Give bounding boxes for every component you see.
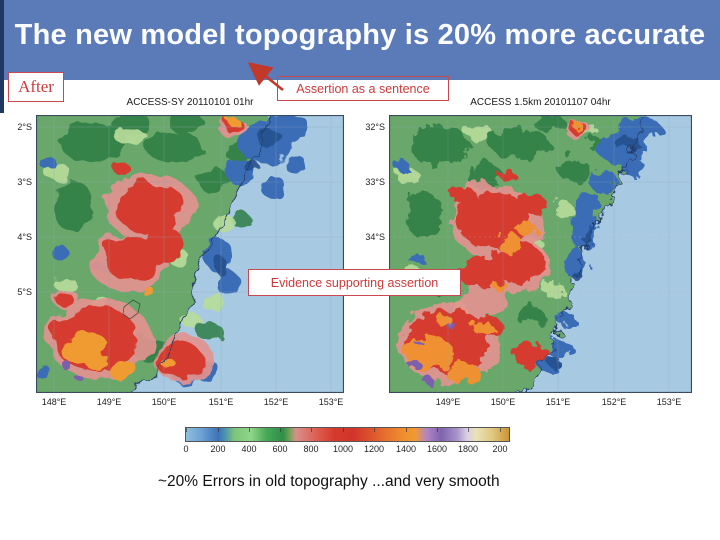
colorbar-tick-label: 400 [241, 444, 257, 454]
left-map [36, 115, 344, 393]
colorbar-tick-label: 600 [272, 444, 288, 454]
right-map [389, 115, 692, 393]
colorbar-tick-label: 200 [492, 444, 508, 454]
after-label-box: After [8, 72, 64, 102]
left-map-title: ACCESS-SY 20110101 01hr [126, 97, 254, 108]
evidence-label: Evidence supporting assertion [270, 275, 439, 290]
edge-strip [0, 0, 4, 113]
y-tick-label: 2°S [17, 122, 32, 132]
assertion-label: Assertion as a sentence [296, 81, 430, 96]
x-tick-label: 153°E [318, 397, 344, 407]
x-tick-label: 150°E [490, 397, 516, 407]
x-tick-label: 149°E [96, 397, 122, 407]
colorbar-tick-label: 1200 [363, 444, 385, 454]
x-tick-label: 151°E [208, 397, 234, 407]
left-map-image [36, 115, 344, 393]
slide-title: The new model topography is 20% more acc… [14, 19, 706, 51]
elevation-colorbar [185, 427, 510, 442]
y-tick-label: 33°S [365, 177, 385, 187]
colorbar-tick-label: 1800 [457, 444, 479, 454]
y-tick-label: 4°S [17, 232, 32, 242]
x-tick-label: 153°E [656, 397, 682, 407]
right-map-image [389, 115, 692, 393]
right-map-title: ACCESS 1.5km 20101107 04hr [470, 97, 611, 108]
colorbar-tick-label: 1000 [332, 444, 354, 454]
x-tick-label: 148°E [41, 397, 67, 407]
x-tick-label: 149°E [435, 397, 461, 407]
y-tick-label: 32°S [365, 122, 385, 132]
title-banner [0, 0, 720, 80]
colorbar-tick-label: 1600 [426, 444, 448, 454]
colorbar-tick-label: 0 [183, 444, 189, 454]
y-tick-label: 5°S [17, 287, 32, 297]
x-tick-label: 150°E [151, 397, 177, 407]
after-label: After [18, 77, 54, 96]
x-tick-label: 152°E [263, 397, 289, 407]
evidence-callout-box: Evidence supporting assertion [248, 269, 461, 296]
x-tick-label: 151°E [545, 397, 571, 407]
slide-caption: ~20% Errors in old topography ...and ver… [158, 473, 500, 490]
colorbar-tick-label: 800 [303, 444, 319, 454]
callout-arrow-icon [247, 62, 284, 92]
assertion-callout-box: Assertion as a sentence [277, 76, 449, 101]
colorbar-tick-label: 200 [210, 444, 226, 454]
y-tick-label: 34°S [365, 232, 385, 242]
x-tick-label: 152°E [601, 397, 627, 407]
colorbar-tick-label: 1400 [395, 444, 417, 454]
y-tick-label: 3°S [17, 177, 32, 187]
